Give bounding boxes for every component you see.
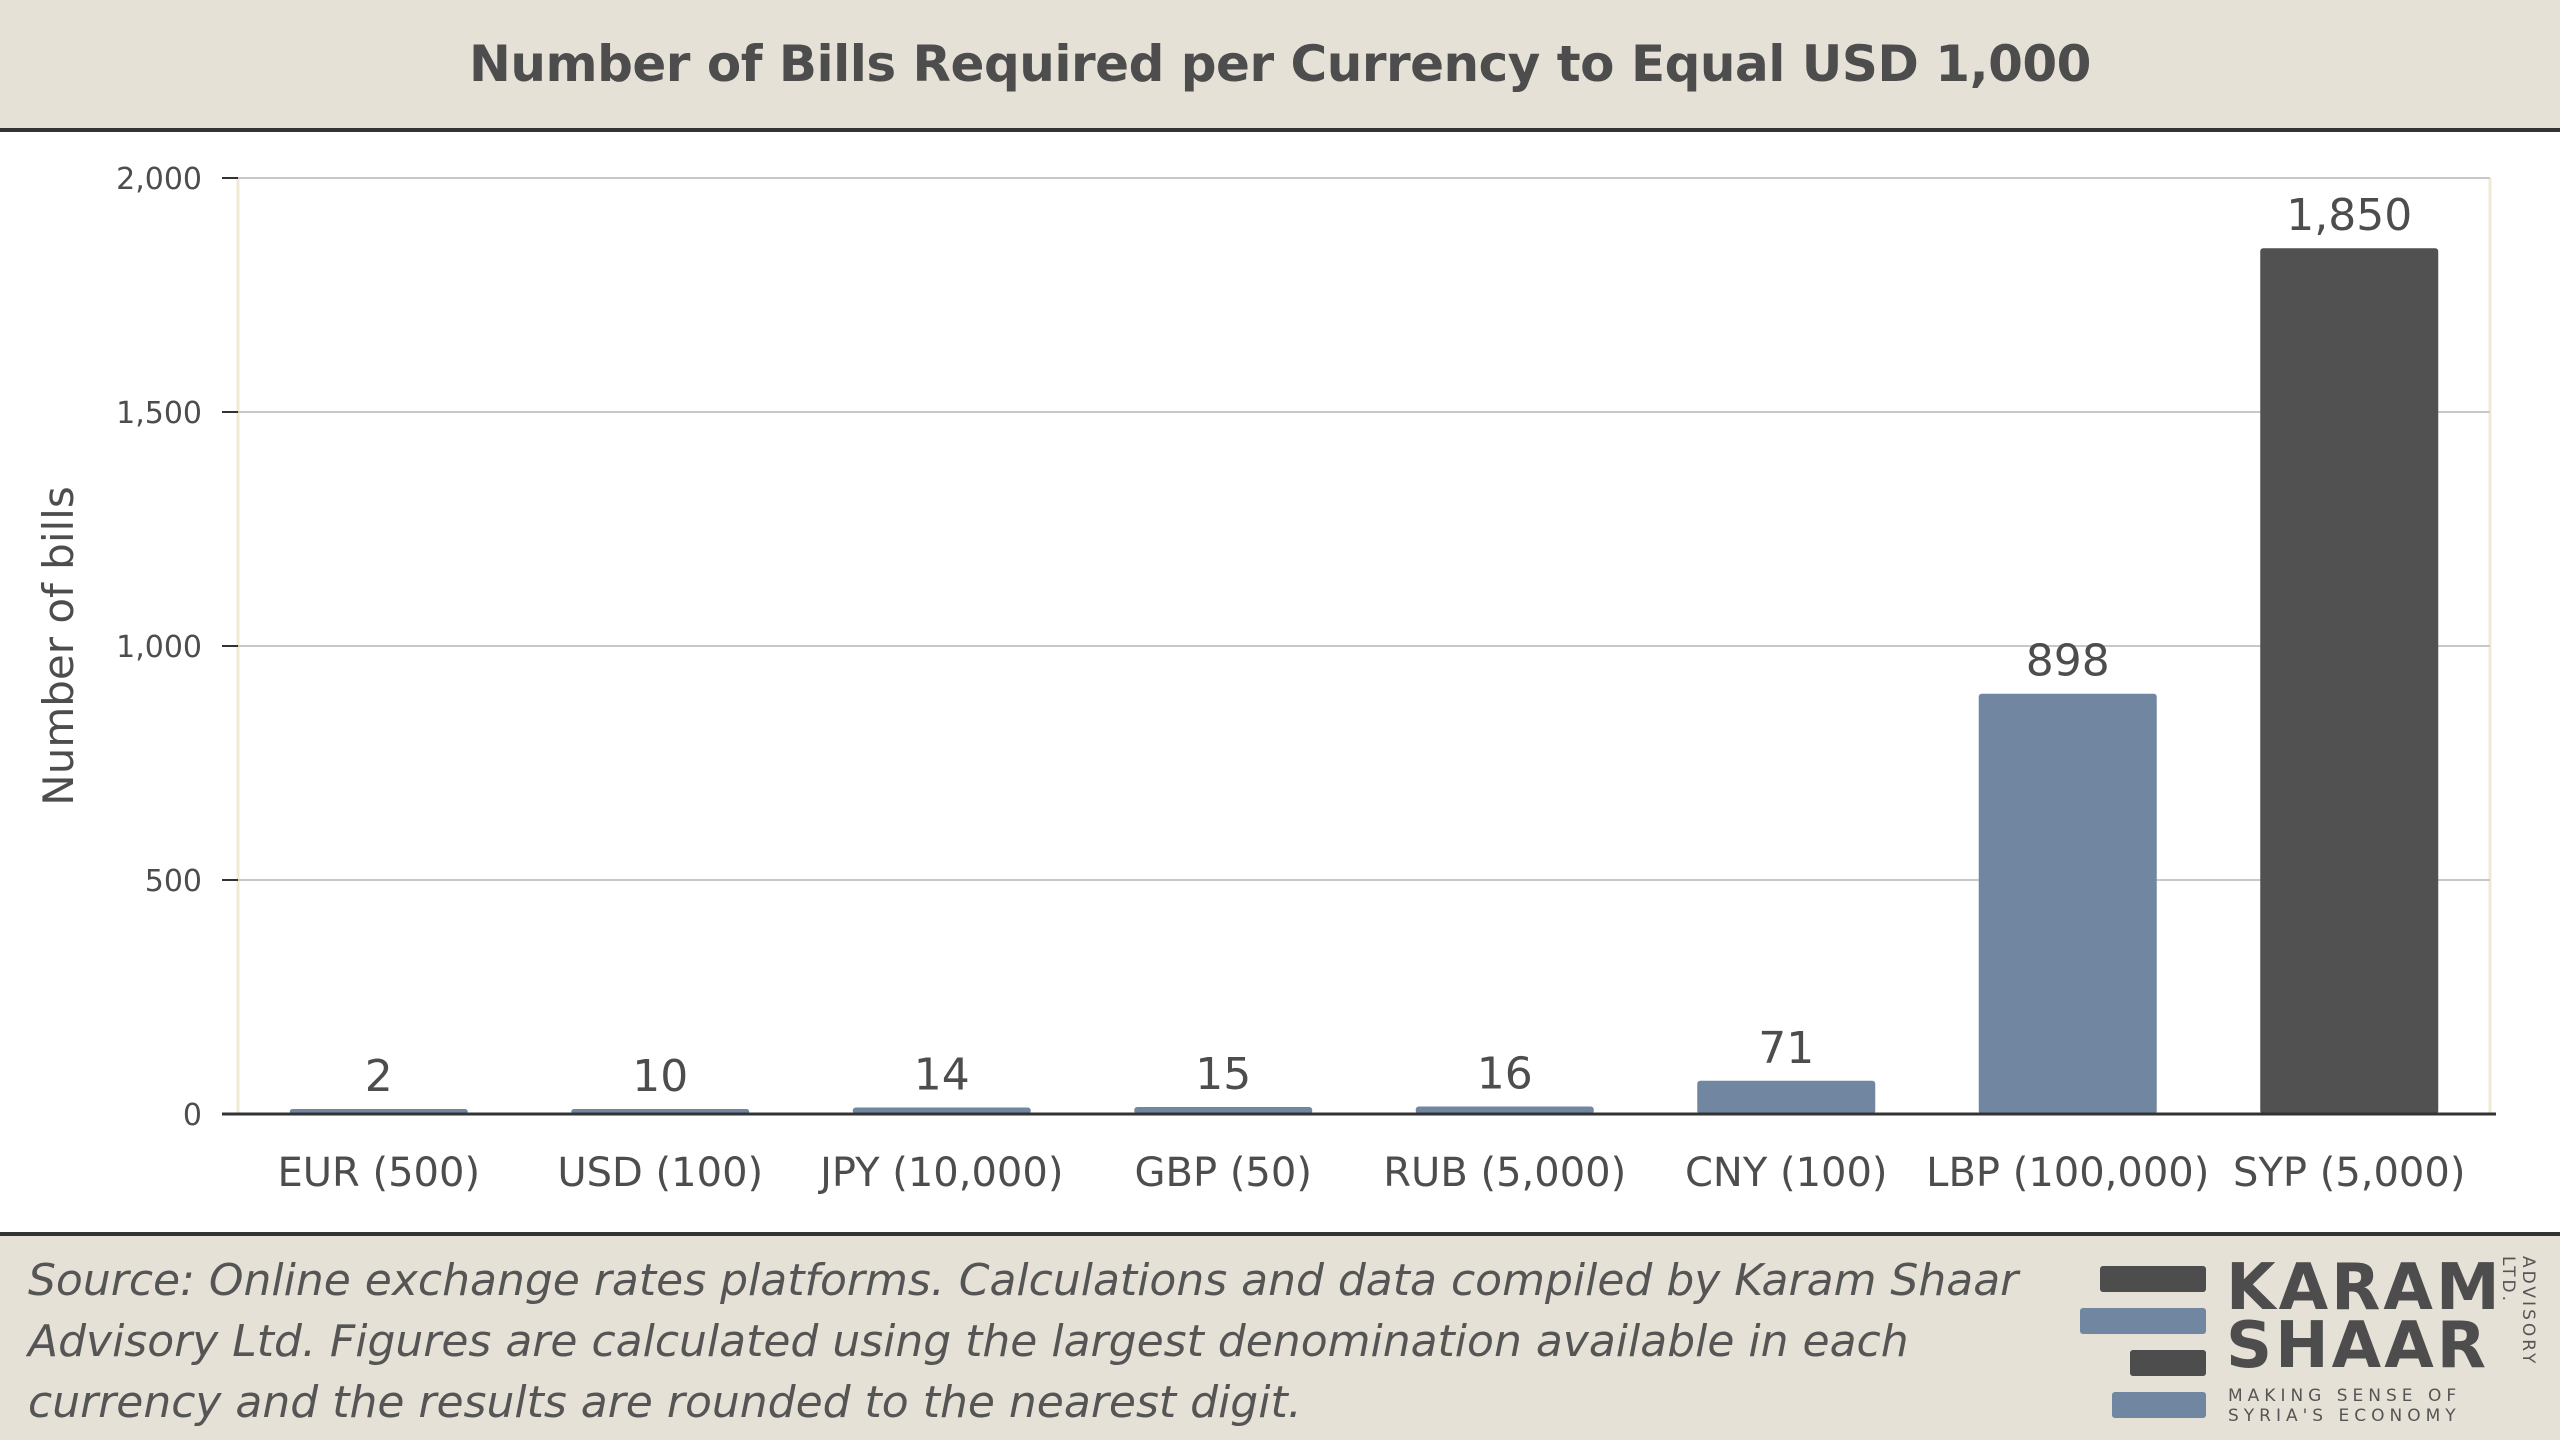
logo-bar-2 bbox=[2080, 1308, 2206, 1334]
logo-tagline: MAKING SENSE OF SYRIA'S ECONOMY bbox=[2228, 1386, 2462, 1426]
bar-value-label: 2 bbox=[365, 1051, 393, 1102]
bar bbox=[1415, 1106, 1594, 1114]
logo-bar-1 bbox=[2100, 1266, 2206, 1292]
x-tick-label: JPY (10,000) bbox=[817, 1150, 1063, 1196]
x-tick-label: RUB (5,000) bbox=[1383, 1150, 1626, 1196]
y-axis-label: Number of bills bbox=[34, 486, 83, 805]
logo-side-text: ADVISORY LTD. bbox=[2498, 1256, 2538, 1367]
bar bbox=[1697, 1080, 1876, 1114]
title-band: Number of Bills Required per Currency to… bbox=[0, 0, 2560, 132]
logo-bar-4 bbox=[2112, 1392, 2206, 1418]
logo-word-karam: KARAM bbox=[2226, 1251, 2503, 1325]
bar-value-label: 71 bbox=[1758, 1023, 1814, 1074]
bar-value-label: 14 bbox=[914, 1049, 970, 1100]
x-tick-label: LBP (100,000) bbox=[1926, 1150, 2209, 1196]
y-tick-label: 2,000 bbox=[116, 162, 202, 197]
y-tick-label: 1,000 bbox=[116, 630, 202, 665]
source-note: Source: Online exchange rates platforms.… bbox=[28, 1255, 2019, 1428]
bar-value-label: 16 bbox=[1477, 1049, 1533, 1100]
x-tick-label: SYP (5,000) bbox=[2233, 1150, 2465, 1196]
x-tick-label: CNY (100) bbox=[1685, 1150, 1888, 1196]
bar bbox=[1978, 693, 2157, 1114]
bar-value-label: 15 bbox=[1195, 1049, 1251, 1100]
logo-word-shaar: SHAAR bbox=[2226, 1309, 2489, 1383]
bar-value-label: 898 bbox=[2026, 636, 2110, 687]
x-tick-label: EUR (500) bbox=[277, 1150, 480, 1196]
chart-area: 0 500 1,000 1,500 2,000 Number of bills 2 EUR (… bbox=[0, 132, 2560, 1232]
bar bbox=[852, 1107, 1031, 1114]
footer-band: Source: Online exchange rates platforms.… bbox=[0, 1232, 2560, 1440]
bar-value-label: 1,850 bbox=[2286, 190, 2412, 241]
x-tick-label: USD (100) bbox=[557, 1150, 763, 1196]
logo-bar-3 bbox=[2130, 1350, 2206, 1376]
bar bbox=[1134, 1106, 1313, 1114]
y-tick-label: 500 bbox=[145, 864, 202, 899]
bar-chart: 0 500 1,000 1,500 2,000 Number of bills 2 EUR (… bbox=[34, 162, 2496, 1196]
company-logo: KARAM SHAAR MAKING SENSE OF SYRIA'S ECON… bbox=[2076, 1251, 2538, 1426]
x-tick-label: GBP (50) bbox=[1135, 1150, 1312, 1196]
y-tick-label: 1,500 bbox=[116, 396, 202, 431]
chart-title: Number of Bills Required per Currency to… bbox=[469, 35, 2091, 93]
bar-value-label: 10 bbox=[632, 1051, 688, 1102]
y-tick-label: 0 bbox=[183, 1098, 202, 1133]
bar bbox=[2260, 248, 2439, 1114]
